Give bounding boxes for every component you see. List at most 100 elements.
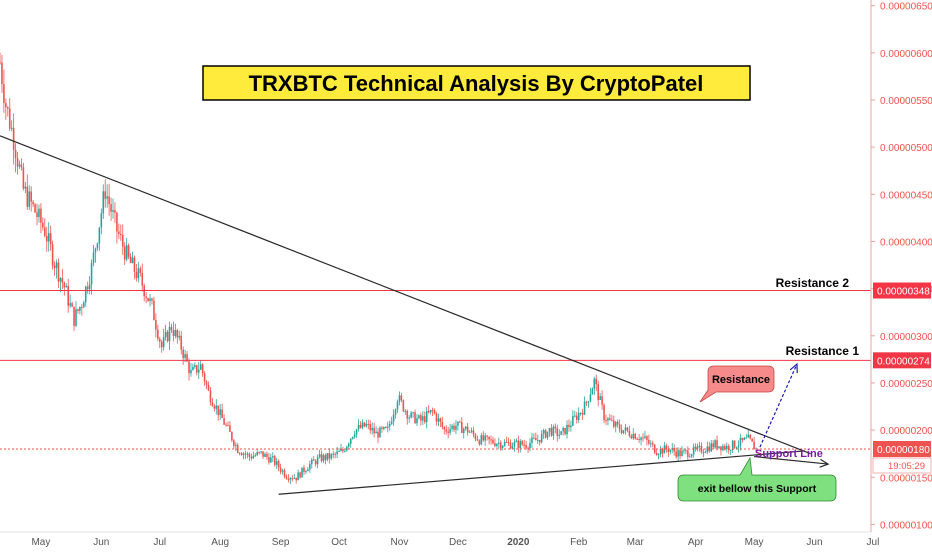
candle-body [476, 439, 479, 441]
candle-body [449, 428, 451, 433]
candle-body [435, 413, 438, 422]
candle-body [100, 213, 103, 228]
candle-body [587, 401, 590, 403]
candle-body [443, 426, 446, 430]
candle-body [332, 453, 335, 455]
candle-body [336, 451, 338, 455]
candle-body [605, 420, 607, 422]
candle-body [390, 421, 393, 424]
support-arrow-head [819, 458, 830, 468]
candle-body [188, 361, 190, 374]
candle-body [488, 436, 490, 440]
candle-body [441, 421, 444, 427]
candle-body [593, 378, 596, 389]
candle-body [297, 472, 299, 481]
time-tick-label: Dec [449, 537, 467, 548]
candle-body [640, 437, 642, 440]
candle-body [570, 425, 572, 428]
candle-body [242, 453, 245, 456]
candle-body [451, 425, 453, 429]
candle-body [250, 456, 253, 459]
candle-body [215, 405, 218, 409]
candle-body [749, 434, 751, 439]
candle-body [340, 449, 342, 452]
candle-body [659, 448, 662, 455]
price-tick-label: 0.00000250 [880, 379, 932, 390]
candle-body [293, 477, 296, 479]
candle-body [462, 428, 465, 433]
support-line-label: Support Line [755, 448, 823, 460]
candle-body [614, 421, 617, 427]
candle-body [184, 354, 186, 359]
breakout-arrow[interactable] [759, 363, 798, 448]
candle-body [531, 437, 533, 443]
candle-body [447, 431, 449, 433]
candle-body [630, 435, 633, 439]
candle-body [733, 440, 736, 448]
candle-body [554, 426, 557, 429]
candle-body [120, 234, 122, 236]
candle-body [743, 437, 746, 440]
candle-body [564, 427, 566, 435]
time-tick-label: Mar [627, 537, 645, 548]
price-tick-label: 0.00000150 [880, 473, 932, 484]
candle-body [737, 445, 740, 448]
candle-body [453, 425, 455, 430]
candle-body [445, 429, 448, 432]
candle-body [65, 285, 68, 288]
support-trendline[interactable] [278, 450, 805, 495]
candle-body [523, 444, 525, 446]
candle-body [527, 447, 529, 449]
candle-body [219, 409, 221, 416]
candle-body [579, 412, 582, 414]
candle-body [375, 431, 377, 434]
candle-body [683, 450, 685, 452]
candle-body [75, 309, 77, 326]
candle-body [14, 149, 17, 159]
candle-body [585, 401, 588, 403]
candle-body [147, 297, 149, 302]
candle-body [149, 298, 151, 302]
candle-body [529, 442, 531, 449]
candle-body [116, 212, 118, 232]
candle-body [94, 248, 97, 253]
candle-body [519, 441, 522, 449]
candle-body [238, 452, 241, 454]
candle-body [581, 412, 584, 415]
candle-body [400, 395, 403, 401]
candle-body [385, 426, 387, 428]
candle-body [312, 459, 315, 461]
candle-body [482, 435, 485, 441]
candle-body [170, 326, 173, 331]
candle-body [231, 432, 233, 441]
candle-body [423, 416, 426, 423]
candle-body [36, 212, 38, 218]
candle-body [560, 431, 562, 435]
candle-body [114, 210, 116, 213]
candle-body [538, 439, 541, 443]
candle-body [207, 384, 210, 391]
candle-body [507, 442, 510, 444]
candle-body [653, 444, 656, 454]
candle-body [96, 243, 99, 249]
time-tick-label: Nov [391, 537, 409, 548]
candle-body [418, 415, 420, 419]
time-axis: May Jun Jul Aug Sep Oct Nov Dec 2020 Feb Mar Apr May… [0, 531, 879, 548]
exit-callout [677, 456, 837, 502]
resistance-callout [699, 365, 775, 403]
candle-body [28, 191, 31, 207]
candle-body [386, 426, 389, 428]
candle-body [556, 428, 559, 436]
candle-body [425, 411, 428, 423]
price-tick-label: 0.00000550 [880, 96, 932, 107]
resistance-trendline[interactable] [0, 135, 811, 455]
candle-body [591, 388, 594, 395]
candle-body [287, 478, 290, 480]
candle-body [388, 423, 391, 427]
candle-body [283, 470, 286, 477]
resistance-callout-text: Resistance [712, 374, 770, 386]
resistance-2-label: Resistance 2 [776, 276, 850, 290]
candle-body [595, 378, 598, 385]
support-arrow[interactable] [754, 455, 829, 465]
